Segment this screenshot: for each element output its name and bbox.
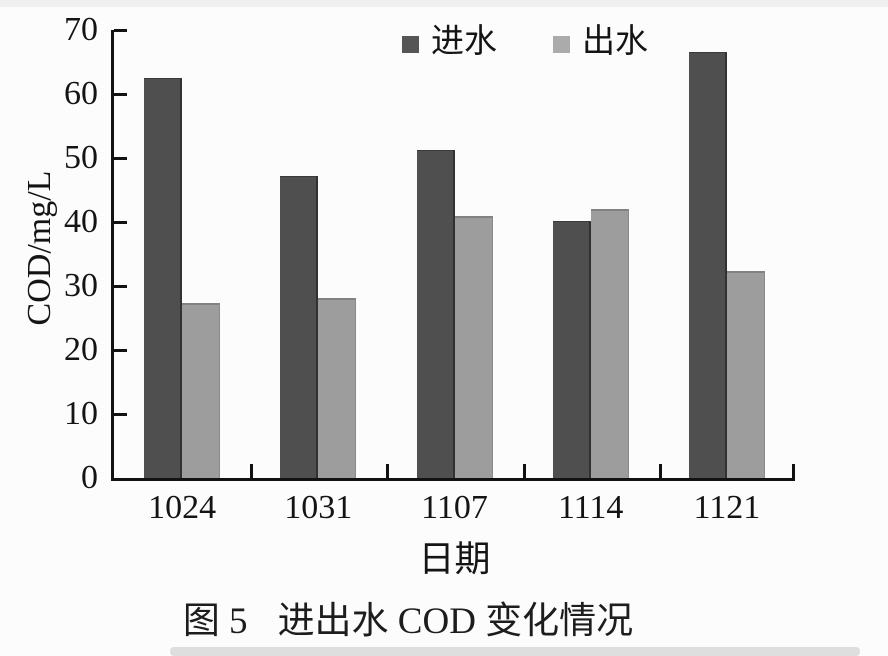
x-tick-label-1114: 1114 bbox=[557, 489, 624, 526]
chart-legend: 进水 出水 bbox=[402, 24, 648, 60]
y-axis-tick-10 bbox=[114, 412, 127, 416]
bar-series2-1024 bbox=[182, 303, 221, 478]
legend-label-effluent: 出水 bbox=[582, 24, 648, 60]
y-axis-tick-50 bbox=[114, 156, 127, 160]
y-tick-label-10: 10 bbox=[64, 395, 98, 432]
bar-series2-1114 bbox=[590, 209, 629, 478]
y-tick-label-0: 0 bbox=[81, 459, 98, 496]
y-tick-label-30: 30 bbox=[64, 267, 98, 304]
bar-series2-1107 bbox=[454, 215, 493, 478]
plot-area: 日期 0 10 20 30 40 50 60 70 1024 1031 1107 1114 1121 bbox=[64, 11, 795, 579]
bar-series1-1107 bbox=[416, 150, 455, 478]
y-axis-tick-40 bbox=[114, 220, 127, 224]
effluent-swatch-icon bbox=[553, 35, 570, 53]
legend-item-effluent: 出水 bbox=[553, 24, 648, 60]
x-axis-title: 日期 bbox=[418, 539, 491, 579]
x-axis-tick-5 bbox=[792, 464, 795, 478]
bar-series1-1121 bbox=[688, 52, 727, 478]
y-tick-label-70: 70 bbox=[64, 11, 98, 48]
bottom-edge-shading bbox=[170, 647, 860, 656]
y-tick-label-50: 50 bbox=[64, 139, 98, 176]
bar-series1-1024 bbox=[144, 78, 183, 478]
y-axis-tick-30 bbox=[114, 284, 127, 288]
top-edge-shading bbox=[0, 0, 888, 7]
legend-label-influent: 进水 bbox=[431, 24, 497, 60]
bar-series1-1114 bbox=[552, 220, 591, 478]
x-tick-label-1031: 1031 bbox=[284, 489, 353, 526]
x-axis-tick-4 bbox=[658, 464, 662, 478]
y-tick-label-20: 20 bbox=[64, 331, 98, 368]
x-tick-label-1121: 1121 bbox=[693, 489, 761, 526]
x-tick-label-1107: 1107 bbox=[421, 489, 488, 526]
figure-caption-text: 进出水 COD 变化情况 bbox=[277, 601, 634, 642]
bar-series1-1031 bbox=[280, 175, 319, 478]
legend-item-influent: 进水 bbox=[402, 24, 497, 60]
y-tick-label-40: 40 bbox=[64, 203, 98, 240]
bar-series2-1121 bbox=[726, 271, 765, 478]
figure-caption: 图 5 进出水 COD 变化情况 bbox=[0, 590, 816, 644]
y-axis-tick-20 bbox=[114, 348, 127, 352]
y-axis-tick-60 bbox=[114, 92, 127, 96]
x-axis-tick-2 bbox=[386, 464, 390, 478]
x-axis-tick-1 bbox=[250, 464, 254, 478]
influent-swatch-icon bbox=[402, 35, 419, 53]
x-axis-tick-3 bbox=[522, 464, 526, 478]
figure-caption-number: 图 5 bbox=[182, 601, 248, 642]
y-axis-tick-70 bbox=[114, 28, 127, 32]
y-tick-label-60: 60 bbox=[64, 75, 98, 112]
x-tick-label-1024: 1024 bbox=[148, 489, 217, 526]
bar-series2-1031 bbox=[318, 297, 357, 478]
